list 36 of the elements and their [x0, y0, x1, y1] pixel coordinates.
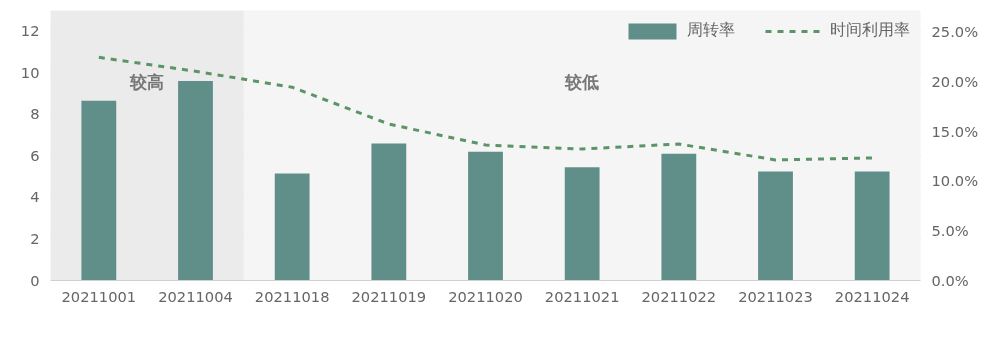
y2-tick-label: 15.0% — [931, 122, 979, 140]
bar — [81, 100, 117, 281]
bar — [371, 143, 407, 281]
x-tick-label: 20211021 — [544, 287, 620, 305]
x-tick-label: 20211023 — [738, 287, 813, 305]
y2-tick-label: 10.0% — [931, 172, 979, 190]
bar — [854, 171, 890, 281]
band-label: 较高 — [129, 71, 165, 92]
y-tick-label: 6 — [30, 146, 40, 164]
x-tick-label: 20211004 — [158, 287, 233, 305]
bar — [564, 167, 600, 281]
x-tick-label: 20211019 — [351, 287, 427, 305]
x-tick-label: 20211022 — [641, 287, 717, 305]
y-tick-label: 10 — [20, 63, 40, 81]
line-series — [97, 55, 874, 162]
x-tick-label: 20211020 — [448, 287, 523, 305]
y-tick-label: 0 — [30, 271, 40, 289]
y-tick-label: 2 — [30, 229, 40, 247]
bar — [758, 171, 793, 281]
y2-tick-label: 5.0% — [931, 222, 969, 240]
legend-label: 时间利用率 — [830, 20, 910, 41]
x-tick-label: 20211024 — [834, 287, 910, 305]
y2-tick-label: 25.0% — [931, 22, 979, 40]
band-label: 较低 — [564, 71, 600, 92]
bar — [661, 153, 697, 281]
y-tick-label: 8 — [30, 105, 40, 123]
bar — [178, 81, 213, 281]
x-tick-label: 20211018 — [254, 287, 330, 305]
legend-label: 周转率 — [687, 20, 735, 41]
y-tick-label: 4 — [30, 188, 40, 206]
bar — [274, 173, 310, 281]
y2-tick-label: 20.0% — [931, 72, 979, 90]
bar — [468, 151, 503, 281]
x-tick-label: 20211001 — [61, 287, 137, 305]
y-tick-label: 12 — [20, 22, 40, 40]
y2-tick-label: 0.0% — [931, 272, 969, 289]
